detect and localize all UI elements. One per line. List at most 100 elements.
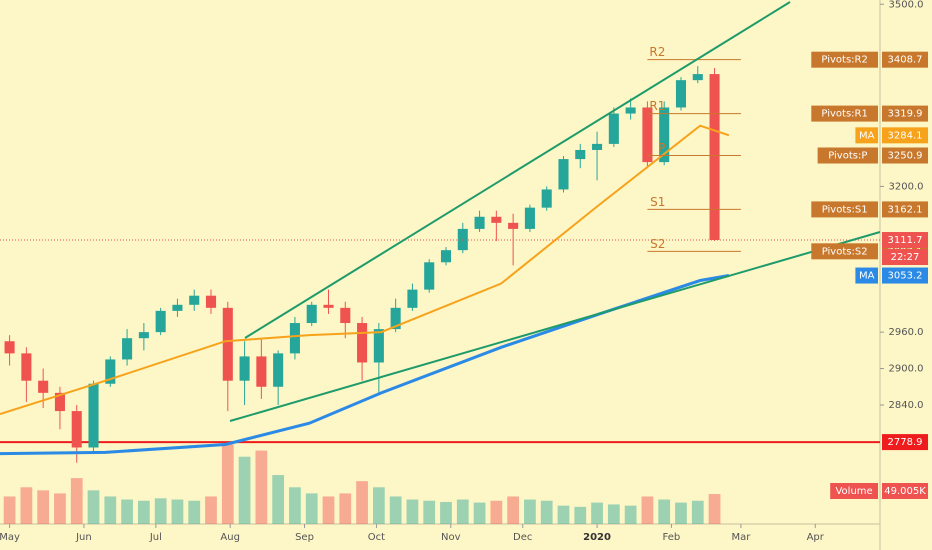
x-tick-label: Jul bbox=[149, 532, 162, 543]
label-box bbox=[811, 243, 878, 260]
volume-bar bbox=[591, 502, 603, 524]
value-label: 3111.7 bbox=[888, 235, 923, 246]
y-tick-label: 2900.0 bbox=[889, 364, 924, 375]
value-box bbox=[882, 51, 928, 68]
candle-body bbox=[692, 74, 703, 81]
candle-body bbox=[71, 411, 82, 448]
candle-body bbox=[558, 159, 569, 190]
candle-body bbox=[659, 107, 670, 163]
volume-bar bbox=[473, 502, 486, 524]
candle-body bbox=[675, 80, 687, 108]
volume-bar bbox=[255, 450, 268, 524]
pivot-short: S2 bbox=[650, 237, 665, 251]
value-box bbox=[882, 267, 928, 284]
label-name: Pivots:R1 bbox=[821, 109, 867, 120]
label-name: MA bbox=[859, 130, 875, 141]
x-tick-label: Mar bbox=[731, 532, 751, 543]
volume-bar bbox=[171, 499, 184, 524]
volume-bar bbox=[70, 478, 83, 524]
x-tick-label: Nov bbox=[441, 532, 461, 543]
volume-bar bbox=[423, 500, 436, 524]
candle-body bbox=[608, 113, 619, 144]
candle-body bbox=[440, 250, 452, 263]
candle-body bbox=[508, 222, 519, 229]
volume-bar bbox=[37, 490, 50, 524]
volume-bar bbox=[456, 499, 469, 524]
value-box bbox=[882, 147, 928, 164]
candle-body bbox=[54, 392, 65, 412]
value-box bbox=[882, 232, 928, 249]
x-tick-label: Sep bbox=[295, 532, 314, 543]
candle-body bbox=[592, 143, 603, 150]
pivot-short: R2 bbox=[649, 45, 665, 59]
candle-body bbox=[222, 307, 233, 381]
volume-bar bbox=[305, 493, 318, 524]
candle-body bbox=[541, 189, 552, 208]
volume-bar bbox=[691, 500, 704, 524]
countdown: 22:27 bbox=[891, 252, 920, 263]
volume-bar bbox=[524, 499, 536, 524]
label-box bbox=[811, 51, 878, 68]
candle-body bbox=[88, 383, 99, 448]
volume-bar bbox=[557, 505, 570, 524]
label-box bbox=[855, 267, 878, 284]
pivot-short: P bbox=[658, 141, 665, 155]
label-box bbox=[855, 127, 878, 144]
label-name: Pivots:P bbox=[828, 150, 867, 161]
candle-body bbox=[189, 295, 200, 305]
value-box bbox=[882, 201, 928, 218]
candle-body bbox=[256, 356, 267, 387]
volume-bar bbox=[507, 496, 520, 524]
candle-body bbox=[373, 329, 384, 363]
label-box bbox=[830, 483, 878, 499]
volume-bar bbox=[675, 502, 687, 524]
candle-body bbox=[642, 107, 653, 163]
value-label: 49.005K bbox=[884, 486, 926, 497]
x-tick-label: Oct bbox=[368, 532, 385, 543]
candle-body bbox=[357, 323, 368, 363]
volume-bar bbox=[624, 505, 637, 524]
value-label: 3250.9 bbox=[888, 150, 923, 161]
volume-bar bbox=[372, 487, 385, 524]
volume-bar bbox=[121, 499, 133, 524]
label-name: Pivots:R2 bbox=[821, 55, 867, 66]
value-box bbox=[882, 105, 928, 122]
label-box bbox=[811, 105, 878, 122]
lower-trendline bbox=[229, 231, 881, 422]
x-tick-label: Apr bbox=[807, 532, 825, 543]
volume-bar bbox=[658, 499, 671, 524]
x-tick-label: May bbox=[0, 532, 20, 543]
volume-bar bbox=[389, 496, 402, 524]
candle-body bbox=[709, 74, 720, 241]
label-name: MA bbox=[859, 271, 875, 282]
volume-bar bbox=[54, 493, 66, 524]
volume-bar bbox=[205, 496, 217, 524]
moving-average bbox=[0, 274, 730, 456]
volume-bar bbox=[490, 500, 503, 524]
countdown-box bbox=[882, 249, 928, 266]
candle-body bbox=[289, 323, 300, 354]
volume-layer bbox=[3, 444, 721, 524]
candle-body bbox=[105, 359, 116, 384]
y-tick-label: 3200.0 bbox=[889, 181, 924, 192]
value-box bbox=[882, 127, 928, 144]
candle-body bbox=[239, 356, 250, 381]
candle-body bbox=[575, 149, 586, 160]
volume-bar bbox=[440, 501, 452, 524]
value-label: 3053.2 bbox=[888, 271, 923, 282]
x-tick-label: Dec bbox=[513, 532, 532, 543]
volume-bar bbox=[104, 496, 117, 524]
pivot-short: S1 bbox=[650, 195, 665, 209]
x-tick-label: 2020 bbox=[583, 532, 611, 543]
volume-bar bbox=[221, 444, 234, 524]
value-label: 2778.9 bbox=[888, 437, 923, 448]
pivot-short: R1 bbox=[649, 99, 665, 113]
value-label: 3284.1 bbox=[888, 130, 923, 141]
value-label: 3408.7 bbox=[888, 55, 923, 66]
candle-body bbox=[625, 107, 636, 114]
candle-body bbox=[524, 207, 535, 229]
candle-body bbox=[122, 338, 133, 360]
candle-body bbox=[38, 380, 49, 393]
